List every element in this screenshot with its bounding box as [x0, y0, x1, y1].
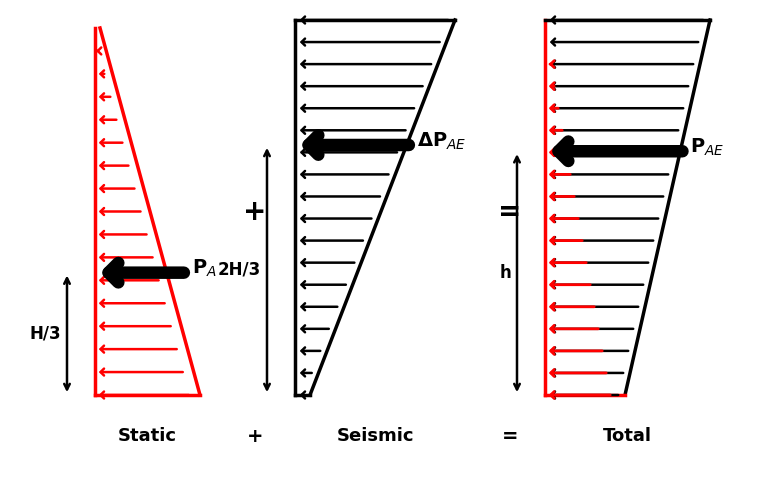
Text: +: +: [243, 197, 266, 226]
Text: h: h: [499, 264, 511, 282]
Text: +: +: [247, 427, 263, 446]
Text: ΔP$_{AE}$: ΔP$_{AE}$: [417, 130, 466, 152]
Text: Seismic: Seismic: [336, 427, 414, 445]
Text: P$_A$: P$_A$: [192, 258, 217, 279]
Text: P$_{AE}$: P$_{AE}$: [690, 137, 725, 158]
Text: 2H/3: 2H/3: [218, 261, 261, 279]
Text: Static: Static: [118, 427, 177, 445]
Text: H/3: H/3: [29, 325, 61, 343]
Text: Total: Total: [603, 427, 652, 445]
Text: =: =: [498, 197, 521, 226]
Text: =: =: [502, 427, 518, 446]
